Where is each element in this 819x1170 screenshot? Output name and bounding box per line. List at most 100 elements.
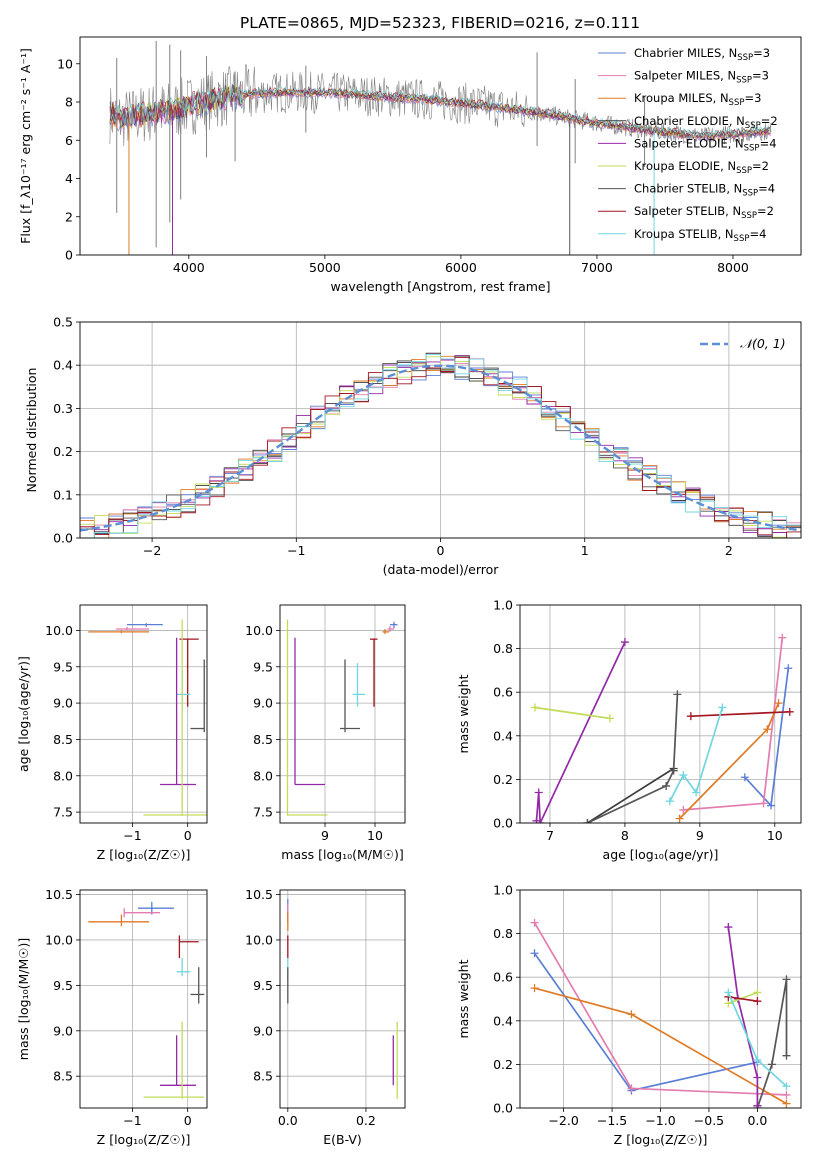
y-tick-label: 8.5 <box>253 732 273 747</box>
x-tick-label: −1.5 <box>597 1113 627 1128</box>
y-tick-label: 7.5 <box>53 805 73 820</box>
x-tick-label: 6000 <box>445 260 477 275</box>
legend-label: Salpeter ELODIE, NSSP=4 <box>634 136 777 153</box>
weight-series-3 <box>586 767 675 823</box>
plot-area <box>80 352 801 538</box>
y-tick-label: 10.5 <box>45 887 73 902</box>
y-tick-label: 6 <box>65 133 73 148</box>
y-tick-label: 0.2 <box>53 444 73 459</box>
y-axis-label: Flux [f_λ10⁻¹⁷ erg cm⁻² s⁻¹ A⁻¹] <box>18 48 33 244</box>
axes-frame <box>79 889 208 1109</box>
weight-series-8 <box>669 707 724 802</box>
errorbar-point <box>340 659 360 733</box>
weight-series-4 <box>587 694 679 823</box>
y-tick-label: 9.0 <box>253 1023 273 1038</box>
weight-marker <box>669 766 678 775</box>
weight-marker <box>782 975 791 984</box>
weight-marker <box>583 819 592 823</box>
y-tick-label: 0.0 <box>53 531 73 546</box>
axes-frame <box>519 604 802 824</box>
panel-age_vs_z: −1 0 7.5 8.0 8.5 9.0 9.5 10.0 Z [log₁₀(Z/Z☉)] age… <box>16 604 208 862</box>
weight-series-6 <box>534 706 611 720</box>
x-axis-label: Z [log₁₀(Z/Z☉)] <box>614 1132 708 1147</box>
errorbar-point <box>387 626 394 632</box>
weight-marker <box>530 703 539 712</box>
observed-spectrum <box>109 63 772 146</box>
y-tick-label: 0.2 <box>493 772 513 787</box>
y-tick-label: 0.0 <box>493 816 513 831</box>
y-axis-label: age [log₁₀(age/yr)] <box>16 656 31 772</box>
errorbar-point <box>143 619 207 816</box>
plot-area <box>88 901 205 1099</box>
y-tick-label: 9.5 <box>53 978 73 993</box>
legend: Chabrier MILES, NSSP=3 Salpeter MILES, NS… <box>598 46 778 244</box>
y-tick-label: 10 <box>57 56 73 71</box>
weight-marker <box>627 1010 636 1019</box>
weight-marker <box>753 1073 762 1082</box>
y-axis-label: mass [log₁₀(M/M☉)] <box>16 938 31 1060</box>
y-tick-label: 9.5 <box>253 978 273 993</box>
gaussian-curve <box>80 364 801 532</box>
y-tick-label: 0 <box>65 248 73 263</box>
model-spectrum-8 <box>109 85 772 138</box>
figure-title: PLATE=0865, MJD=52323, FIBERID=0216, z=0… <box>240 14 640 32</box>
x-tick-label: −0.5 <box>694 1113 724 1128</box>
y-tick-label: 9.0 <box>253 696 273 711</box>
x-tick-label: 8 <box>621 828 629 843</box>
weight-marker <box>673 690 682 699</box>
legend: 𝒩(0, 1) <box>700 336 786 351</box>
y-tick-label: 0.2 <box>493 1057 513 1072</box>
weight-marker <box>532 816 541 823</box>
panel-age_vs_mass: 9 10 7.5 8.0 8.5 9.0 9.5 10.0 mass [log₁₀(M/M☉)] <box>245 604 406 862</box>
panel-weight_vs_z: −2.0 −1.5 −1.0 −0.5 0.0 0.0 0.2 0.4 0.6 0.8 1.0 Z [… <box>456 883 802 1147</box>
panel-residuals: −2 −1 0 1 2 0.0 0.1 0.2 0.3 0.4 0.5 (data-model)/er… <box>24 315 802 577</box>
x-axis-label: E(B-V) <box>323 1132 362 1147</box>
weight-marker <box>662 781 671 790</box>
y-tick-label: 1.0 <box>493 883 513 898</box>
y-tick-label: 10.0 <box>245 932 273 947</box>
x-axis-label: (data-model)/error <box>383 562 500 577</box>
panel-mass_vs_z: −1 0 8.5 9.0 9.5 10.0 10.5 Z [log₁₀(Z/Z☉)] mass … <box>16 887 208 1147</box>
x-tick-label: −2.0 <box>548 1113 578 1128</box>
y-tick-label: 0.4 <box>493 728 513 743</box>
errorbar-point <box>382 628 389 635</box>
x-tick-label: 8000 <box>717 260 749 275</box>
weight-marker <box>774 699 783 708</box>
y-tick-label: 0.1 <box>53 487 73 502</box>
legend-label: Chabrier ELODIE, NSSP=2 <box>634 114 778 131</box>
plot-area <box>530 918 791 1108</box>
x-tick-label: 2 <box>725 543 733 558</box>
x-tick-label: 0.2 <box>356 1113 376 1128</box>
x-tick-label: 0.0 <box>278 1113 298 1128</box>
errorbar-point <box>123 908 161 918</box>
weight-marker <box>692 788 701 797</box>
weight-marker <box>530 949 539 958</box>
legend-label: Salpeter MILES, NSSP=3 <box>634 69 769 86</box>
errorbar-point <box>160 637 196 786</box>
y-axis-label: mass weight <box>456 959 471 1038</box>
y-tick-label: 9.5 <box>253 659 273 674</box>
x-tick-label: 9 <box>696 828 704 843</box>
weight-marker <box>782 1051 791 1060</box>
weight-marker <box>530 918 539 927</box>
x-tick-label: 10 <box>767 828 783 843</box>
weight-marker <box>753 988 762 997</box>
weight-marker <box>679 805 688 814</box>
y-tick-label: 0.0 <box>493 1101 513 1116</box>
errorbar-point <box>190 967 205 1004</box>
weight-marker <box>759 799 768 808</box>
weight-marker <box>763 725 772 734</box>
x-tick-label: 9 <box>321 828 329 843</box>
weight-marker <box>778 633 787 642</box>
weight-series-5 <box>728 991 758 1005</box>
x-tick-label: 0 <box>437 543 445 558</box>
y-axis-label: mass weight <box>456 674 471 753</box>
y-tick-label: 0.6 <box>493 970 513 985</box>
y-axis-label: Normed distribution <box>24 368 39 493</box>
legend-label: Chabrier MILES, NSSP=3 <box>634 46 770 63</box>
x-tick-label: −1.0 <box>645 1113 675 1128</box>
x-tick-label: 4000 <box>173 260 205 275</box>
plot-area <box>88 619 207 816</box>
weight-marker <box>627 1084 636 1093</box>
x-tick-label: 0 <box>184 828 192 843</box>
